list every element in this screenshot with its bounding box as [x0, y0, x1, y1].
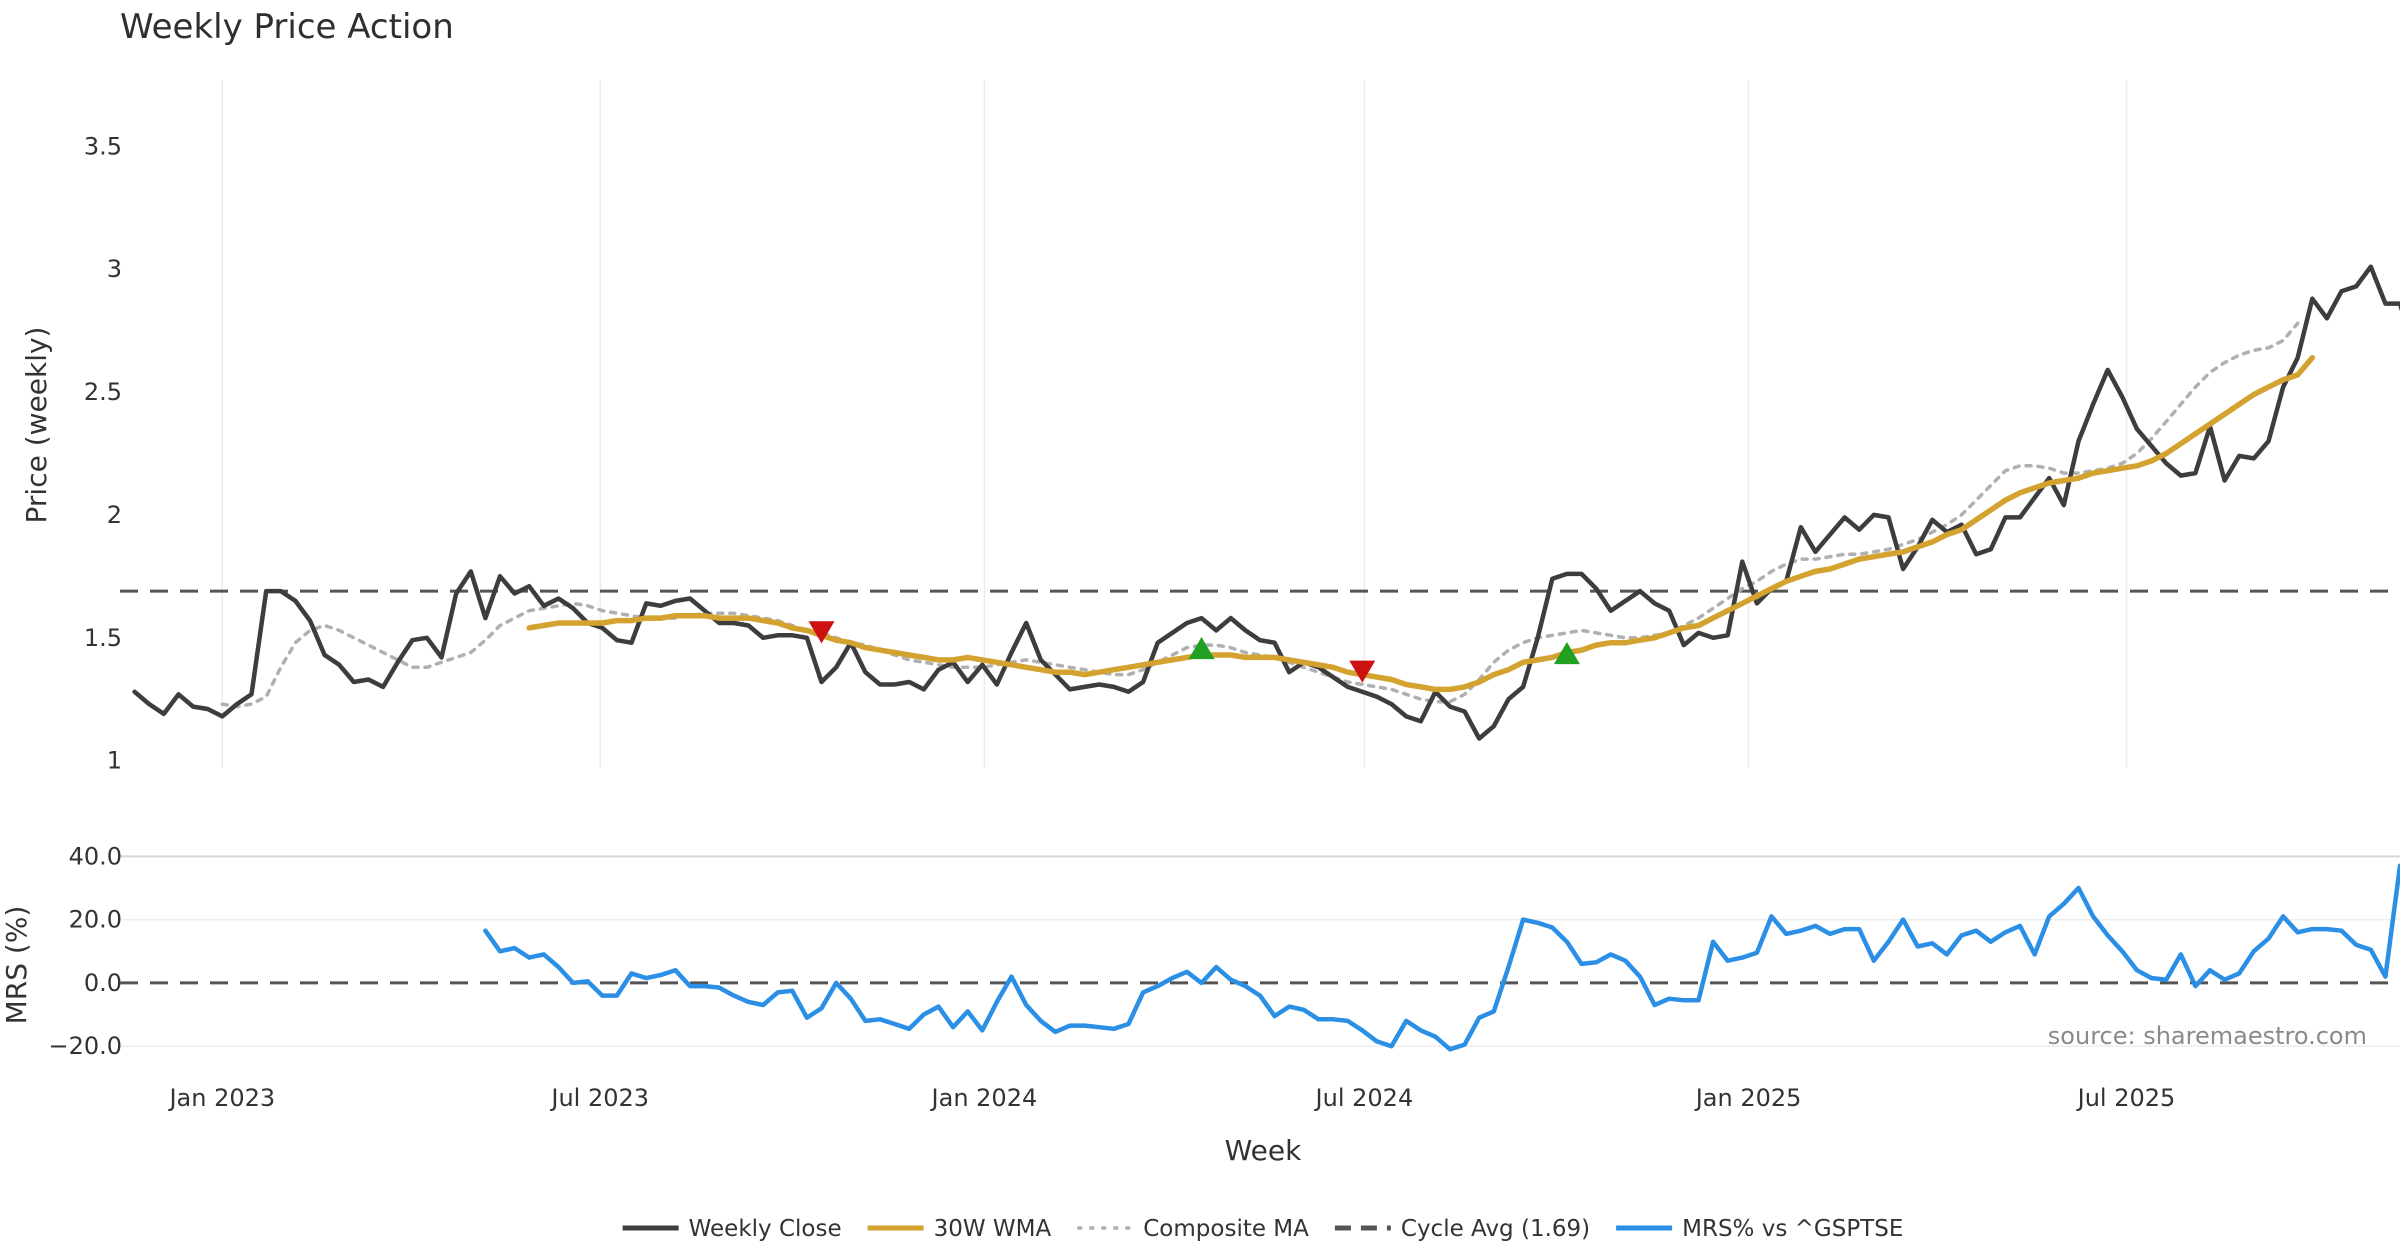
mrs-y-tick-label: 0.0: [84, 969, 122, 997]
legend-label-cycle-avg-1-69: Cycle Avg (1.69): [1401, 1216, 1590, 1242]
mrs-series: [483, 863, 2400, 1052]
mrs-panel: −20.0 0.0 20.0 40.0 MRS (%) source: sharema…: [0, 842, 2400, 1060]
sell-signal-marker: [1349, 660, 1376, 683]
price-y-tick-label: 3.5: [84, 132, 122, 160]
price-y-ticks: 1 1.5 2 2.5 3 3.5: [84, 132, 122, 774]
buy-signal-marker: [1553, 641, 1580, 665]
mrs-y-tick-label: 20.0: [69, 906, 122, 934]
price-y-tick-label: 2.5: [84, 378, 122, 406]
price-y-tick-label: 1.5: [84, 624, 122, 652]
x-tick-label: Jul 2025: [2076, 1084, 2176, 1112]
price-y-tick-label: 2: [107, 501, 122, 529]
legend: Weekly Close 30W WMA Composite MA Cycle Avg…: [622, 1216, 1903, 1242]
chart-title: Weekly Price Action: [120, 7, 454, 47]
buy-signal-marker: [1188, 637, 1215, 660]
legend-label-30w-wma: 30W WMA: [934, 1216, 1052, 1242]
x-axis-title: Week: [1225, 1134, 1302, 1167]
30w-wma-line: [526, 354, 2316, 693]
mrs-vs-gsptse-line: [483, 863, 2400, 1052]
legend-label-weekly-close: Weekly Close: [689, 1216, 842, 1242]
x-tick-label: Jul 2024: [1314, 1084, 1414, 1112]
price-y-axis-title: Price (weekly): [20, 327, 53, 524]
legend-label-composite-ma: Composite MA: [1143, 1216, 1309, 1242]
x-tick-label: Jan 2024: [930, 1084, 1038, 1112]
price-y-tick-label: 1: [107, 747, 122, 775]
price-series: [132, 264, 2400, 741]
price-y-tick-label: 3: [107, 255, 122, 283]
mrs-y-axis-title: MRS (%): [0, 906, 33, 1025]
x-axis-ticks: Jan 2023 Jul 2023 Jan 2024 Jul 2024 Jan 2025…: [167, 1084, 2175, 1112]
weekly-close-line: [132, 264, 2400, 741]
mrs-y-tick-label: −20.0: [48, 1032, 122, 1060]
price-panel: 1 1.5 2 2.5 3 3.5 Price (weekly): [20, 80, 2400, 775]
signal-markers: [808, 621, 1580, 683]
x-tick-label: Jul 2023: [549, 1084, 649, 1112]
mrs-y-ticks: −20.0 0.0 20.0 40.0: [48, 842, 122, 1060]
mrs-y-tick-label: 40.0: [69, 842, 122, 870]
price-gridlines: [221, 80, 2128, 768]
sell-signal-marker: [808, 621, 835, 644]
mrs-gridlines: [120, 855, 2400, 1047]
x-tick-label: Jan 2023: [167, 1084, 275, 1112]
x-tick-label: Jan 2025: [1694, 1084, 1802, 1112]
legend-label-mrs-vs-gsptse: MRS% vs ^GSPTSE: [1682, 1216, 1903, 1242]
source-annotation: source: sharemaestro.com: [2048, 1022, 2367, 1050]
